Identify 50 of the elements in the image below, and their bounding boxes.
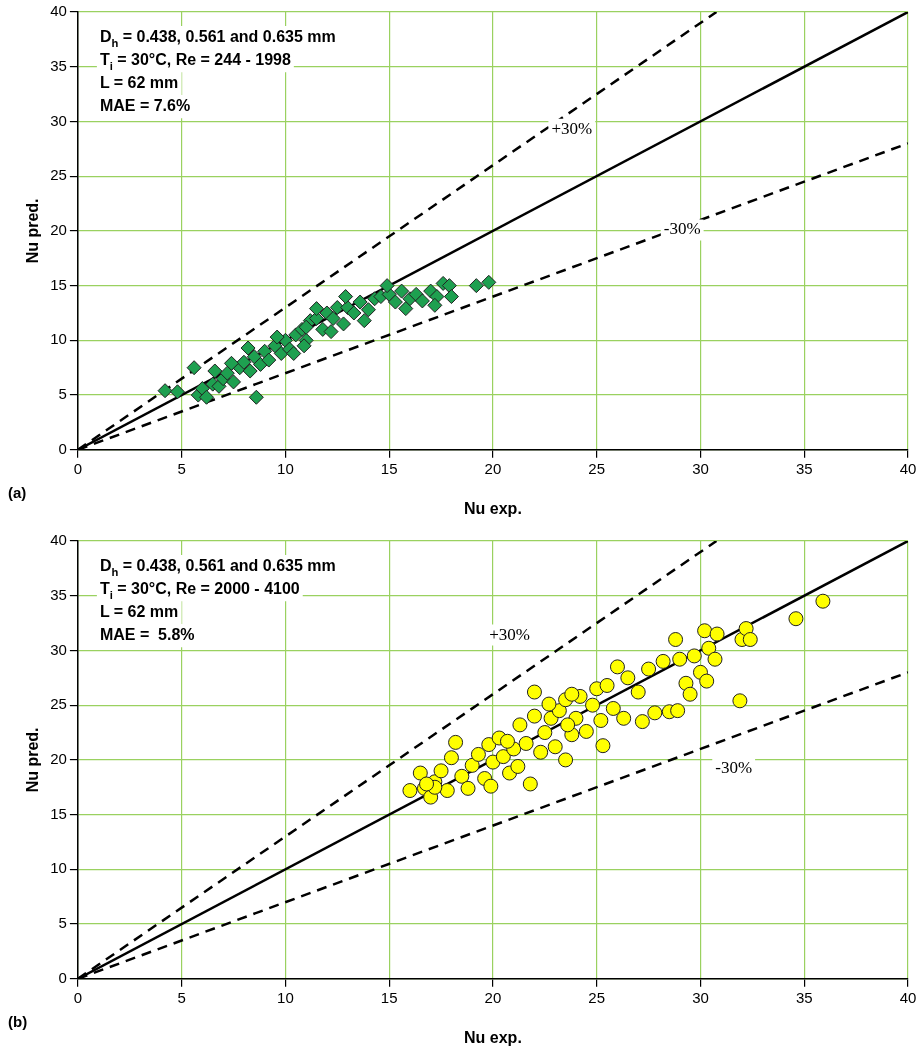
y-tick-label: 35 xyxy=(50,56,67,74)
x-tick-label: 5 xyxy=(177,988,186,1006)
annotation: +30% xyxy=(489,624,530,644)
x-tick-label: 25 xyxy=(588,459,606,477)
annotation: -30% xyxy=(715,758,753,778)
x-tick-label: 10 xyxy=(277,459,294,477)
y-axis-title: Nu pred. xyxy=(24,727,42,793)
x-tick-label: 0 xyxy=(73,988,83,1006)
annotation: MAE = 7.6% xyxy=(99,97,191,114)
y-tick-label: 40 xyxy=(50,2,67,20)
y-tick-label: 15 xyxy=(50,275,67,293)
x-tick-label: 35 xyxy=(795,459,813,477)
y-tick-label: 10 xyxy=(50,330,67,348)
text: (a) xyxy=(8,483,27,501)
annotation: -30% xyxy=(663,219,701,239)
annotation: MAE = 5.8% xyxy=(99,626,195,643)
y-tick-label: 0 xyxy=(58,439,67,457)
x-tick-label: 15 xyxy=(380,988,398,1006)
x-axis-title: Nu exp. xyxy=(464,1028,522,1046)
y-tick-label: 25 xyxy=(50,695,67,713)
x-tick-label: 0 xyxy=(73,459,83,477)
y-tick-label: 35 xyxy=(50,585,67,603)
y-tick-label: 40 xyxy=(50,531,67,549)
x-tick-label: 25 xyxy=(588,988,606,1006)
y-tick-label: 30 xyxy=(50,640,67,658)
x-tick-label: 20 xyxy=(484,459,502,477)
y-tick-label: 25 xyxy=(50,166,67,184)
x-tick-label: 5 xyxy=(177,459,186,477)
y-tick-label: 20 xyxy=(50,221,67,239)
y-tick-label: 20 xyxy=(50,750,67,768)
y-tick-label: 10 xyxy=(50,859,67,877)
x-axis-title: Nu exp. xyxy=(464,499,522,517)
x-tick-label: 30 xyxy=(692,459,709,477)
y-tick-label: 0 xyxy=(58,968,67,986)
text: (b) xyxy=(8,1012,28,1030)
x-tick-label: 10 xyxy=(277,988,294,1006)
annotation: +30% xyxy=(551,118,593,138)
x-tick-label: 15 xyxy=(380,459,398,477)
y-tick-label: 30 xyxy=(50,111,67,129)
x-tick-label: 40 xyxy=(899,988,917,1006)
x-tick-label: 35 xyxy=(795,988,813,1006)
annotation: L = 62 mm xyxy=(99,603,179,620)
y-axis-title: Nu pred. xyxy=(24,198,42,264)
x-tick-label: 30 xyxy=(692,988,709,1006)
annotation: L = 62 mm xyxy=(99,74,179,91)
x-tick-label: 20 xyxy=(484,988,502,1006)
y-tick-label: 15 xyxy=(50,804,67,822)
y-tick-label: 5 xyxy=(58,914,67,932)
y-tick-label: 5 xyxy=(58,385,67,403)
x-tick-label: 40 xyxy=(899,459,917,477)
